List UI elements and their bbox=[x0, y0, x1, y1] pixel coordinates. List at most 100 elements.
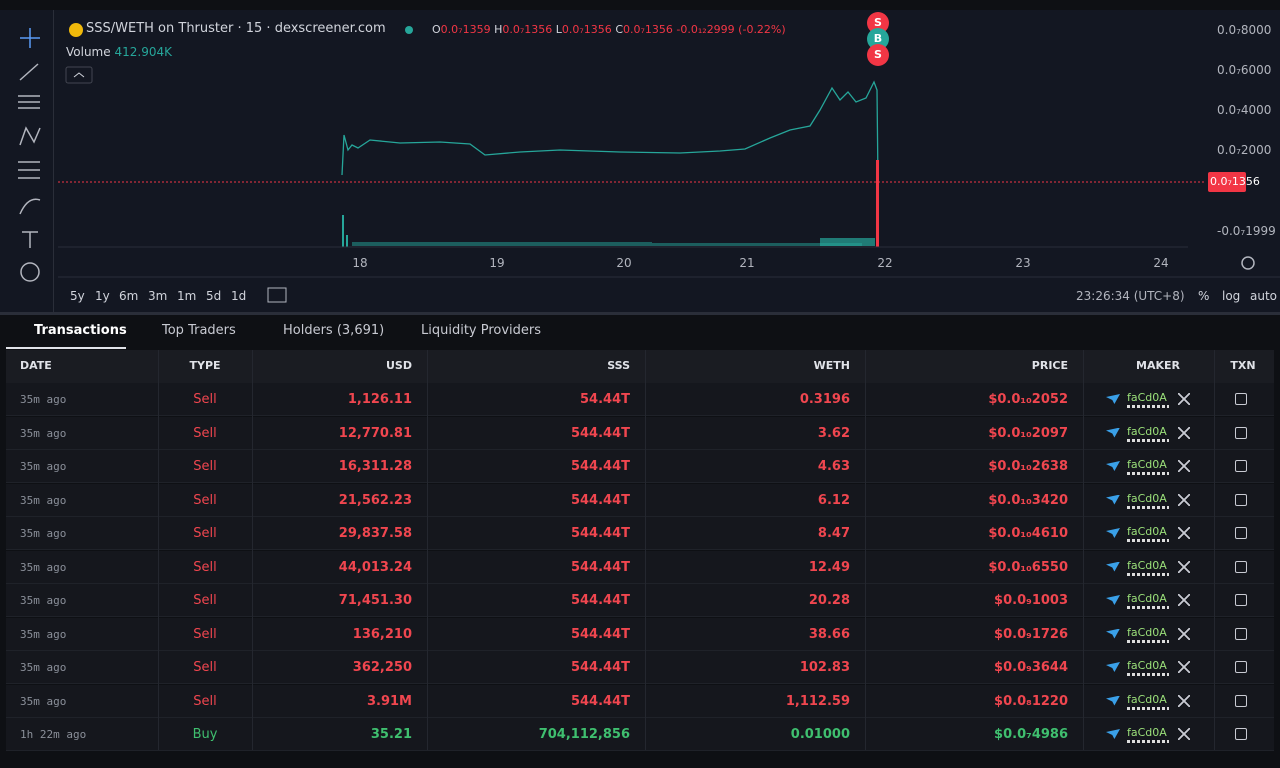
cell: $0.0₁₀2638 bbox=[988, 459, 1068, 474]
ohlc-label: H bbox=[494, 23, 503, 36]
remove-filter[interactable] bbox=[1178, 661, 1190, 673]
maker-link[interactable]: faCd0A bbox=[1127, 525, 1167, 538]
range-button[interactable]: 1m bbox=[177, 289, 197, 303]
cell: 20.28 bbox=[808, 593, 850, 608]
chart-toggle[interactable]: log bbox=[1222, 289, 1241, 303]
cell: 35m ago bbox=[20, 661, 67, 674]
maker-stripe bbox=[1127, 472, 1169, 475]
cell: 44,013.24 bbox=[338, 559, 412, 575]
cell: 544.44T bbox=[570, 459, 630, 474]
maker-link[interactable]: faCd0A bbox=[1127, 424, 1167, 438]
open-tx[interactable] bbox=[1235, 627, 1247, 640]
open-tx[interactable] bbox=[1235, 426, 1247, 439]
cell: 544.44T bbox=[570, 660, 630, 675]
range-button[interactable]: 1d bbox=[231, 289, 247, 303]
tab[interactable]: Liquidity Providers bbox=[421, 323, 542, 338]
table-header bbox=[6, 350, 1274, 383]
chart-panel bbox=[0, 10, 1280, 312]
maker-link[interactable]: faCd0A bbox=[1127, 692, 1167, 706]
maker-link[interactable]: faCd0A bbox=[1127, 659, 1167, 672]
maker-icon bbox=[1106, 394, 1120, 404]
open-tx[interactable] bbox=[1235, 594, 1247, 606]
remove-filter[interactable] bbox=[1178, 694, 1190, 707]
cell: 4.63 bbox=[817, 459, 850, 474]
range-button[interactable]: 5y bbox=[70, 289, 85, 303]
column-header: PRICE bbox=[1031, 359, 1068, 372]
maker-icon bbox=[1106, 528, 1120, 538]
open-tx[interactable] bbox=[1235, 527, 1247, 539]
column-separator bbox=[1214, 350, 1215, 750]
cell: 21,562.23 bbox=[338, 492, 412, 508]
maker-link[interactable]: faCd0A bbox=[1127, 491, 1167, 505]
price-axis-label: 0.0₇2000 bbox=[1217, 143, 1272, 157]
maker-link[interactable]: faCd0A bbox=[1127, 625, 1167, 639]
toolbar-icons bbox=[18, 28, 41, 282]
remove-filter[interactable] bbox=[1178, 594, 1190, 606]
cell: 544.44T bbox=[570, 593, 630, 608]
maker-link[interactable]: faCd0A bbox=[1127, 592, 1167, 605]
column-header: DATE bbox=[20, 359, 52, 372]
maker-link[interactable]: faCd0A bbox=[1127, 458, 1167, 471]
maker-link[interactable]: faCd0A bbox=[1127, 558, 1167, 572]
remove-filter[interactable] bbox=[1178, 627, 1190, 640]
cell: Buy bbox=[192, 727, 218, 742]
remove-filter[interactable] bbox=[1178, 426, 1190, 439]
volume-legend: Volume 412.904K bbox=[66, 45, 172, 59]
maker-stripe bbox=[1127, 740, 1169, 743]
maker-link[interactable]: faCd0A bbox=[1127, 726, 1167, 739]
cell: 35m ago bbox=[20, 694, 67, 708]
remove-filter[interactable] bbox=[1178, 560, 1190, 573]
open-tx[interactable] bbox=[1235, 460, 1247, 472]
cell: 35m ago bbox=[20, 493, 67, 507]
tab[interactable]: Top Traders bbox=[162, 323, 236, 338]
column-header: WETH bbox=[813, 359, 850, 372]
maker-link[interactable]: faCd0A bbox=[1127, 391, 1167, 404]
range-button[interactable]: 3m bbox=[148, 289, 168, 303]
tab[interactable]: Holders (3,691) bbox=[283, 323, 385, 338]
cell: $0.0₁₀6550 bbox=[988, 559, 1068, 575]
open-tx[interactable] bbox=[1235, 661, 1247, 673]
chart-toggle[interactable]: auto bbox=[1250, 289, 1278, 303]
range-button[interactable]: 1y bbox=[95, 289, 110, 303]
open-tx[interactable] bbox=[1235, 393, 1247, 405]
cell: Sell bbox=[193, 626, 217, 642]
cell: Sell bbox=[193, 559, 217, 575]
cell: 1,112.59 bbox=[785, 693, 850, 709]
price-axis-label: 0.0₇6000 bbox=[1217, 63, 1272, 77]
remove-filter[interactable] bbox=[1178, 493, 1190, 506]
open-tx[interactable] bbox=[1235, 694, 1247, 707]
chart-toggle[interactable]: % bbox=[1198, 289, 1210, 303]
active-tab-underline bbox=[6, 347, 126, 349]
cell: $0.0₁₀4610 bbox=[988, 526, 1068, 541]
cell: 544.44T bbox=[570, 526, 630, 541]
maker-stripe bbox=[1127, 505, 1169, 509]
maker-icon bbox=[1106, 628, 1120, 639]
ohlc: O0.0₇1359 H0.0₇1356 L0.0₇1356 C0.0₇1356 … bbox=[432, 23, 786, 36]
maker-icon bbox=[1106, 662, 1120, 672]
time-axis-label: 24 bbox=[1153, 256, 1169, 270]
ohlc-value: 0.0₇1356 bbox=[561, 23, 612, 36]
open-tx[interactable] bbox=[1235, 560, 1247, 573]
cell: 704,112,856 bbox=[538, 727, 630, 742]
tab[interactable]: Transactions bbox=[34, 323, 127, 338]
ohlc-label: C bbox=[615, 23, 623, 36]
cell: 54.44T bbox=[580, 392, 630, 407]
clock: 23:26:34 (UTC+8) bbox=[1076, 289, 1185, 303]
open-tx[interactable] bbox=[1235, 493, 1247, 506]
range-button[interactable]: 6m bbox=[119, 289, 139, 303]
remove-filter[interactable] bbox=[1178, 527, 1190, 539]
range-button[interactable]: 5d bbox=[206, 289, 222, 303]
cell: 6.12 bbox=[817, 492, 850, 508]
cell: $0.0₉3644 bbox=[994, 660, 1068, 675]
maker-stripe bbox=[1127, 572, 1169, 576]
remove-filter[interactable] bbox=[1178, 393, 1190, 405]
remove-filter[interactable] bbox=[1178, 728, 1190, 740]
cell: 544.44T bbox=[570, 626, 630, 642]
cell: 12.49 bbox=[808, 559, 850, 575]
remove-filter[interactable] bbox=[1178, 460, 1190, 472]
open-tx[interactable] bbox=[1235, 728, 1247, 740]
time-axis-label: 22 bbox=[877, 256, 893, 270]
ohlc-value: 0.0₇1356 bbox=[623, 23, 673, 36]
cell: Sell bbox=[193, 660, 217, 675]
